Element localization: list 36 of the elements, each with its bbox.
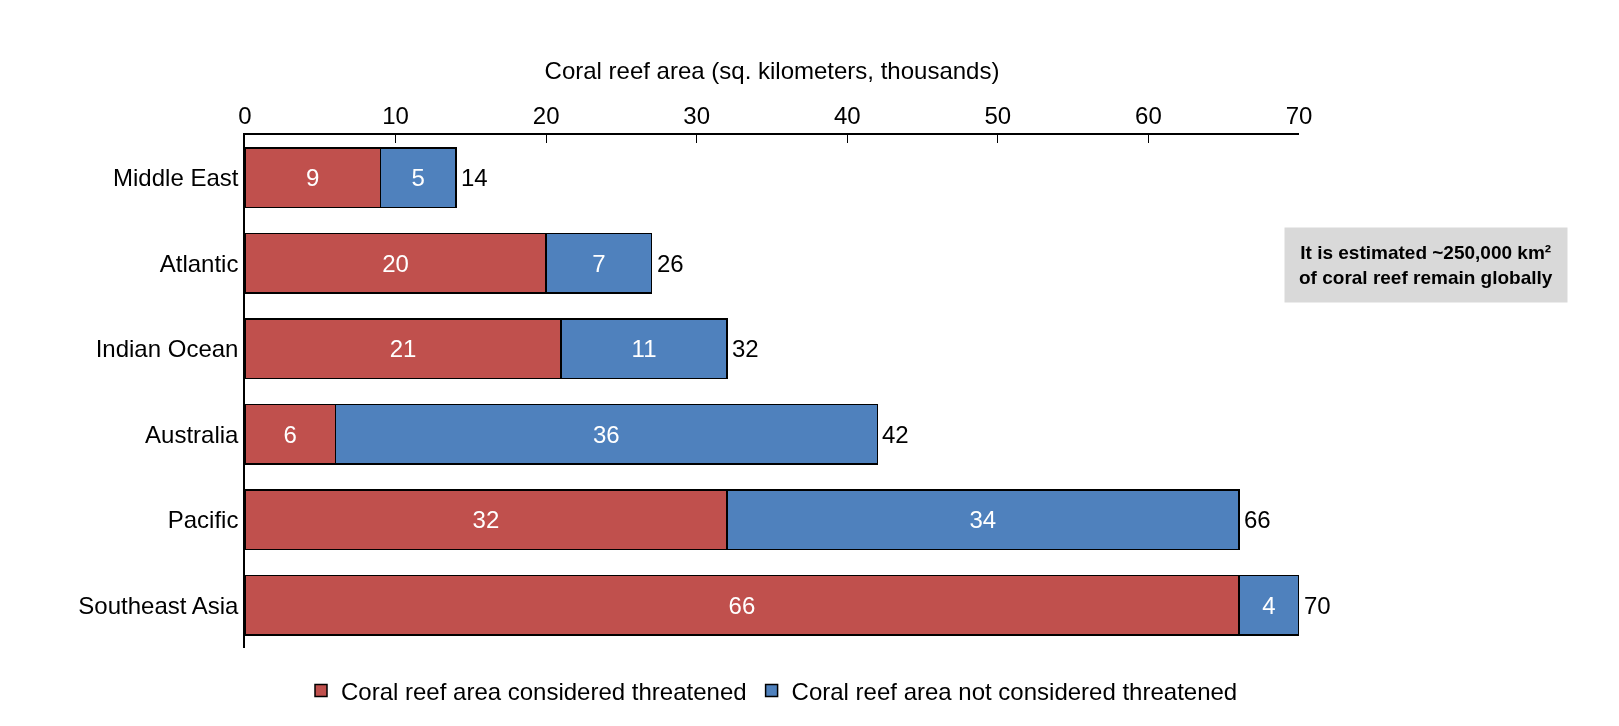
- legend-label: Coral reef area not considered threatened: [791, 677, 1238, 705]
- data-label: 6: [283, 420, 297, 448]
- data-label: 21: [389, 335, 417, 363]
- data-label: 9: [306, 164, 320, 192]
- annotation: It is estimated ~250,000 km² of coral reef remain globally: [1299, 242, 1553, 288]
- x-axis-title: Coral reef area (sq. kilometers, thousands): [544, 57, 1000, 85]
- data-label: 4: [1262, 591, 1276, 619]
- data-label: 34: [969, 506, 997, 534]
- x-tick-label: 40: [833, 101, 861, 129]
- total-label: 66: [1244, 506, 1271, 533]
- x-tick-label: 70: [1285, 101, 1313, 129]
- y-tick-label: Middle East: [113, 164, 239, 192]
- total-label: 26: [657, 250, 684, 277]
- y-tick-label: Australia: [145, 420, 240, 448]
- y-tick-label: Southeast Asia: [78, 591, 240, 619]
- total-label: 32: [732, 335, 759, 362]
- data-label: 36: [593, 420, 620, 448]
- y-tick-label: Indian Ocean: [95, 335, 239, 363]
- data-label: 20: [382, 249, 409, 277]
- data-label: 5: [411, 164, 425, 192]
- total-label: 14: [461, 164, 488, 191]
- data-label: 66: [728, 591, 756, 619]
- x-tick-label: 50: [984, 101, 1012, 129]
- x-tick-label: 10: [382, 101, 409, 129]
- legend-label: Coral reef area considered threatened: [341, 677, 747, 705]
- data-label: 7: [592, 249, 606, 277]
- y-tick-label: Atlantic: [159, 249, 239, 277]
- total-label: 70: [1304, 592, 1331, 619]
- x-tick-label: 20: [532, 101, 560, 129]
- y-tick-label: Pacific: [167, 506, 239, 534]
- x-tick-label: 60: [1135, 101, 1162, 129]
- total-label: 42: [882, 421, 909, 448]
- x-tick-label: 30: [683, 101, 711, 129]
- x-tick-label: 0: [238, 101, 252, 129]
- data-label: 32: [472, 506, 500, 534]
- data-label: 11: [631, 335, 657, 363]
